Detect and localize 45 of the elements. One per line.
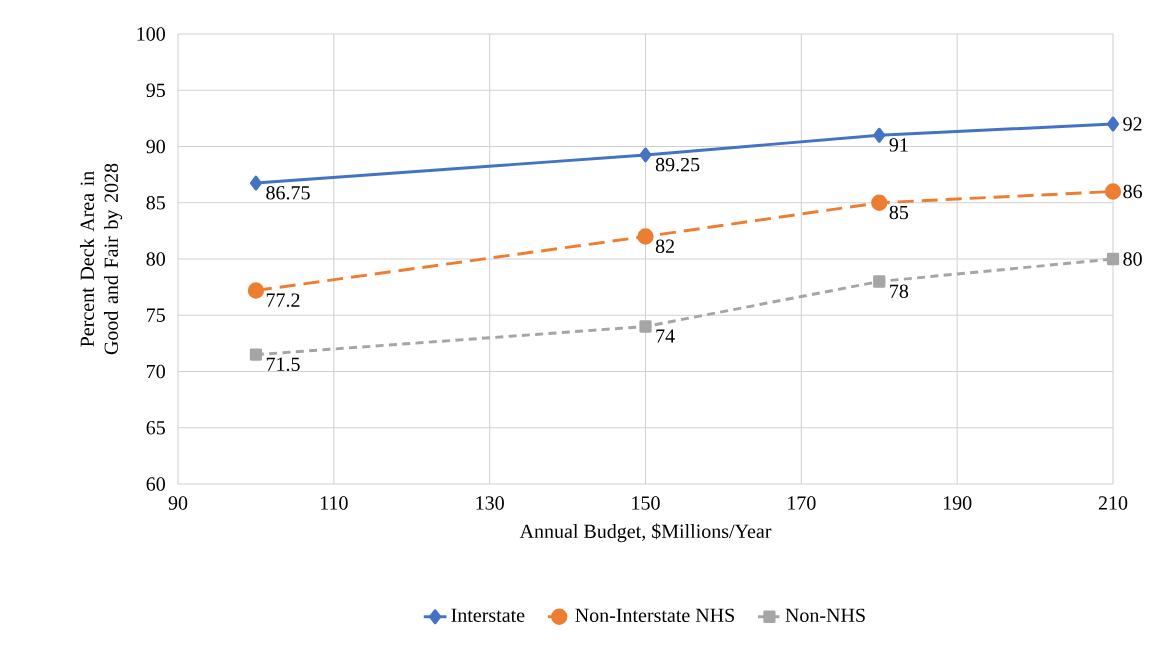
- x-tick-label: 110: [320, 496, 348, 510]
- y-tick-label: 75: [147, 308, 165, 322]
- legend-label: Non-Interstate NHS: [575, 608, 735, 623]
- point: [639, 320, 652, 333]
- point: [871, 194, 888, 211]
- y-tick-label: 80: [146, 252, 165, 266]
- x-tick-label: 150: [632, 496, 660, 510]
- x-tick-label: 90: [168, 496, 188, 510]
- data-label: 77.2: [266, 293, 300, 307]
- y-tick-label: 100: [137, 27, 165, 41]
- data-label: 86.75: [266, 186, 310, 200]
- point: [1104, 183, 1122, 200]
- y-tick-label: 90: [146, 139, 165, 154]
- point: [873, 127, 886, 143]
- data-label: 89.25: [655, 157, 700, 172]
- point: [637, 228, 654, 245]
- point: [1107, 116, 1119, 132]
- x-tick-label: 170: [788, 496, 816, 510]
- data-label: 91: [889, 138, 908, 152]
- legend-label: Non-NHS: [785, 608, 865, 623]
- legend-label: Interstate: [451, 608, 525, 622]
- data-label: 92: [1123, 117, 1142, 131]
- y-tick-label: 65: [146, 421, 165, 435]
- y-tick-label: 60: [146, 477, 165, 491]
- data-label: 85: [889, 205, 909, 220]
- point: [873, 275, 886, 288]
- x-tick-label: 210: [1098, 496, 1128, 510]
- y-tick-label: 95: [146, 83, 165, 97]
- point: [639, 147, 652, 163]
- y-axis-title: Percent Deck Area in Good and Fair by 2028: [79, 163, 123, 355]
- x-tick-label: 190: [943, 496, 972, 510]
- x-axis-title: Annual Budget, $Millions/Year: [519, 523, 772, 543]
- y-tick-label: 85: [146, 196, 165, 210]
- data-label: 71.5: [266, 357, 300, 372]
- data-label: 86: [1123, 184, 1143, 199]
- point: [1106, 252, 1120, 266]
- point: [249, 348, 263, 361]
- data-label: 82: [655, 239, 674, 253]
- data-label: 80: [1123, 252, 1142, 266]
- point: [249, 175, 262, 191]
- y-tick-label: 70: [147, 364, 165, 379]
- point: [247, 282, 265, 299]
- data-label: 74: [656, 329, 675, 343]
- data-label: 78: [890, 284, 909, 298]
- x-tick-label: 130: [476, 496, 504, 510]
